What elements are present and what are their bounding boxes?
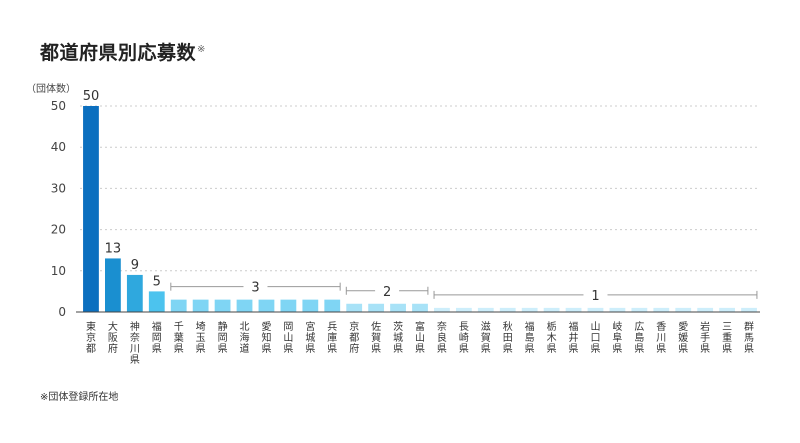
x-category-label: 兵庫県 xyxy=(327,320,337,355)
y-tick-label: 0 xyxy=(58,305,66,319)
bar-11 xyxy=(302,299,319,312)
bar-27 xyxy=(653,307,670,312)
bar-13 xyxy=(346,303,363,312)
x-category-label: 岩手県 xyxy=(700,320,710,355)
x-category-label: 福岡県 xyxy=(152,320,162,355)
x-category-label: 富山県 xyxy=(415,320,425,355)
x-category-label: 茨城県 xyxy=(393,320,403,355)
bar-28 xyxy=(675,307,692,312)
x-category-label: 京都府 xyxy=(349,320,359,355)
title-note-mark: ※ xyxy=(197,43,206,55)
x-category-label: 広島県 xyxy=(634,320,644,355)
bar-19 xyxy=(477,307,494,312)
x-category-label: 福島県 xyxy=(525,320,535,355)
x-category-label: 奈良県 xyxy=(437,320,447,355)
bar-18 xyxy=(455,307,472,312)
x-category-label: 埼玉県 xyxy=(196,320,206,355)
x-category-label: 北海道 xyxy=(240,321,250,355)
bar-20 xyxy=(499,307,516,312)
value-label: 9 xyxy=(131,258,139,273)
y-tick-label: 10 xyxy=(51,264,66,278)
bar-31 xyxy=(741,307,757,312)
bar-22 xyxy=(543,307,560,312)
x-category-label: 佐賀県 xyxy=(371,321,381,355)
bar-24 xyxy=(587,307,604,312)
y-tick-label: 40 xyxy=(51,140,66,154)
x-category-label: 東京都 xyxy=(86,320,96,355)
y-tick-label: 50 xyxy=(51,99,66,113)
group-value-label: 1 xyxy=(591,289,599,304)
value-label: 50 xyxy=(83,89,100,104)
x-category-label: 岡山県 xyxy=(283,321,293,355)
bar-12 xyxy=(324,299,341,312)
value-label: 13 xyxy=(105,241,122,256)
x-category-label: 千葉県 xyxy=(174,321,184,355)
x-category-label: 福井県 xyxy=(569,320,579,355)
group-value-label: 3 xyxy=(251,281,259,296)
y-axis-unit-label: （団体数） xyxy=(26,84,76,95)
bar-3 xyxy=(126,274,143,312)
x-category-label: 滋賀県 xyxy=(481,320,491,355)
bar-4 xyxy=(148,291,165,312)
y-tick-label: 20 xyxy=(51,223,66,237)
bar-15 xyxy=(390,303,406,312)
x-category-label: 静岡県 xyxy=(218,320,228,355)
x-category-label: 山口県 xyxy=(590,321,600,355)
x-category-label: 岐阜県 xyxy=(612,320,622,355)
bar-29 xyxy=(697,307,714,312)
bar-26 xyxy=(631,307,648,312)
bar-21 xyxy=(521,307,538,312)
bar-14 xyxy=(368,303,385,312)
group-value-label: 2 xyxy=(383,285,391,300)
bar-9 xyxy=(258,299,275,312)
x-category-label: 香川県 xyxy=(656,321,666,355)
y-tick-label: 30 xyxy=(51,181,66,195)
x-category-label: 愛媛県 xyxy=(678,320,688,355)
chart-title: 都道府県別応募数※ xyxy=(40,38,206,65)
bar-25 xyxy=(609,307,626,312)
bar-1 xyxy=(83,106,99,312)
chart-title-text: 都道府県別応募数 xyxy=(40,42,197,64)
x-category-label: 栃木県 xyxy=(547,320,557,355)
x-category-label: 三重県 xyxy=(722,322,732,355)
bar-2 xyxy=(105,258,121,312)
bar-16 xyxy=(412,303,428,312)
bar-30 xyxy=(719,307,735,312)
bar-17 xyxy=(434,307,450,312)
bar-6 xyxy=(192,299,209,312)
x-category-label: 長崎県 xyxy=(459,321,469,355)
x-category-label: 神奈川県 xyxy=(130,320,140,366)
bar-8 xyxy=(236,299,253,312)
x-category-label: 群馬県 xyxy=(744,320,754,355)
bar-10 xyxy=(280,299,297,312)
bar-7 xyxy=(214,299,231,312)
x-category-label: 秋田県 xyxy=(503,320,513,355)
x-category-label: 大阪府 xyxy=(108,320,118,355)
value-label: 5 xyxy=(153,274,161,289)
x-category-label: 愛知県 xyxy=(261,320,271,355)
footnote: ※団体登録所在地 xyxy=(40,392,119,403)
bar-5 xyxy=(170,299,187,312)
bar-23 xyxy=(565,307,582,312)
x-category-label: 宮城県 xyxy=(305,320,315,355)
